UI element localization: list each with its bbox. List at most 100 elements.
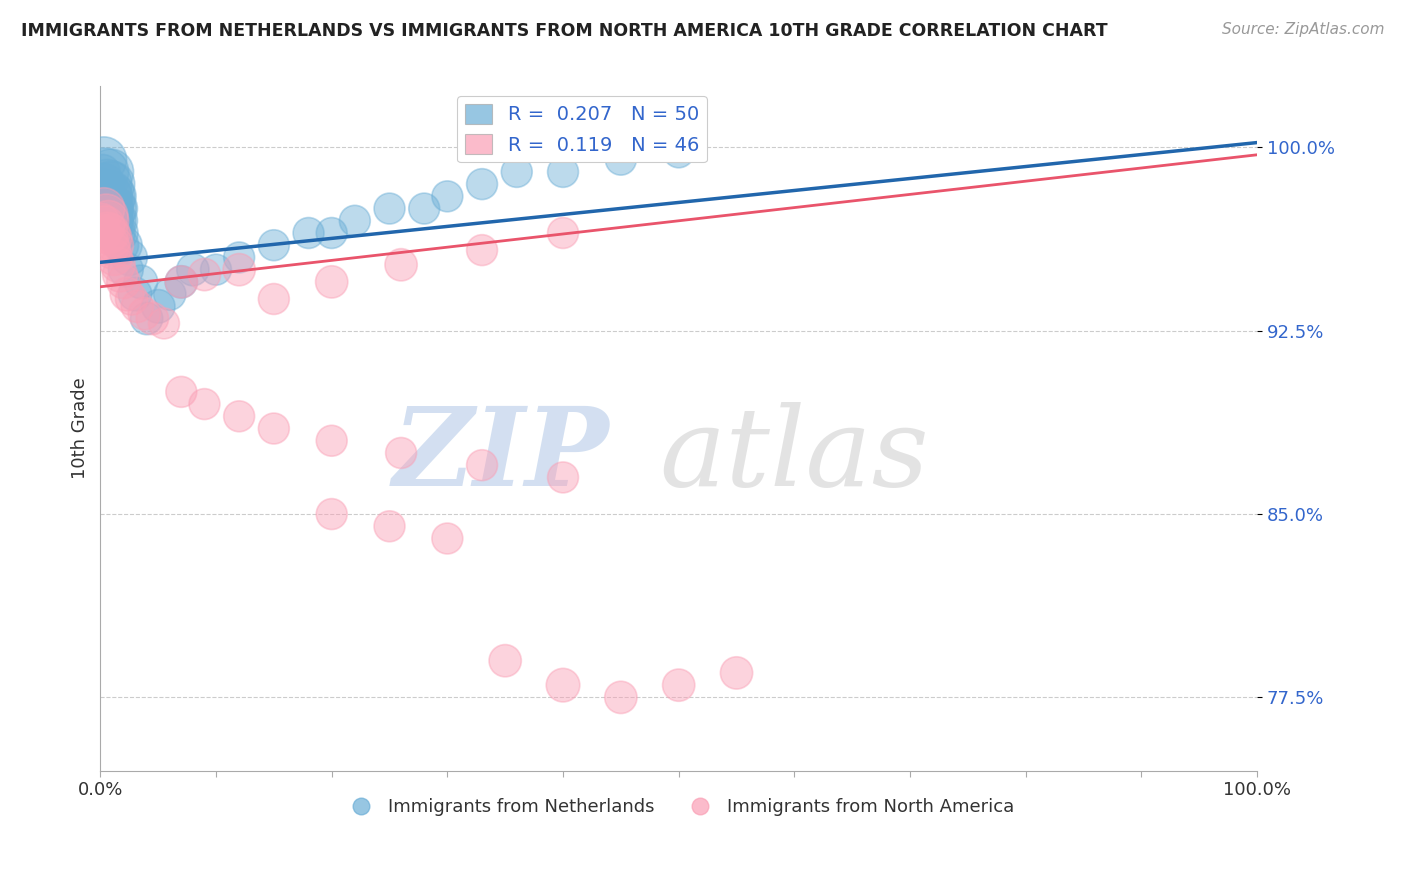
Point (124, 287, 146, 301)
Point (97, 189, 120, 203)
Point (108, 268, 131, 282)
Text: ZIP: ZIP (392, 402, 609, 509)
Point (108, 226, 131, 240)
Point (91, 165, 114, 179)
Point (103, 251, 125, 265)
Point (101, 231, 124, 245)
Point (93, 202, 115, 216)
Point (104, 238, 127, 252)
Point (321, 507, 343, 521)
Point (170, 275, 193, 289)
Point (135, 311, 157, 326)
Legend: Immigrants from Netherlands, Immigrants from North America: Immigrants from Netherlands, Immigrants … (336, 791, 1022, 823)
Point (193, 268, 215, 282)
Point (134, 307, 156, 321)
Point (228, 262, 250, 277)
Point (389, 258, 412, 272)
Point (228, 251, 250, 265)
Point (205, 262, 228, 277)
Point (107, 202, 129, 216)
Point (321, 434, 343, 448)
Point (127, 299, 149, 313)
Point (471, 177, 494, 191)
Point (506, 165, 529, 179)
Point (100, 165, 122, 179)
Point (551, 678, 574, 692)
Point (153, 317, 176, 331)
Point (104, 226, 127, 240)
Point (97, 214, 120, 228)
Point (343, 214, 366, 228)
Point (228, 409, 250, 424)
Point (101, 214, 124, 228)
Point (94, 202, 117, 216)
Text: atlas: atlas (659, 402, 929, 509)
Point (94, 189, 117, 203)
Point (94, 209, 117, 223)
Point (114, 262, 136, 277)
Point (94, 214, 117, 228)
Point (551, 165, 574, 179)
Point (108, 214, 131, 228)
Point (668, 145, 690, 160)
Point (104, 202, 127, 216)
Point (321, 226, 343, 240)
Point (413, 202, 436, 216)
Y-axis label: 10th Grade: 10th Grade (72, 377, 89, 479)
Point (610, 690, 633, 705)
Point (96, 202, 118, 216)
Point (551, 470, 574, 484)
Point (107, 258, 129, 272)
Point (100, 189, 122, 203)
Point (112, 275, 135, 289)
Point (96, 177, 118, 191)
Point (93, 153, 115, 167)
Point (263, 238, 285, 252)
Point (471, 458, 494, 473)
Point (436, 189, 458, 203)
Point (105, 214, 128, 228)
Point (94, 165, 117, 179)
Point (148, 299, 170, 313)
Point (378, 202, 401, 216)
Point (471, 243, 494, 257)
Point (141, 311, 163, 326)
Point (159, 287, 181, 301)
Point (97, 214, 120, 228)
Point (668, 678, 690, 692)
Point (725, 665, 748, 680)
Point (129, 275, 152, 289)
Point (90, 214, 112, 228)
Text: IMMIGRANTS FROM NETHERLANDS VS IMMIGRANTS FROM NORTH AMERICA 10TH GRADE CORRELAT: IMMIGRANTS FROM NETHERLANDS VS IMMIGRANT… (21, 22, 1108, 40)
Point (551, 226, 574, 240)
Point (118, 251, 141, 265)
Point (297, 226, 319, 240)
Point (90, 177, 112, 191)
Point (115, 287, 138, 301)
Point (98, 238, 121, 252)
Point (170, 275, 193, 289)
Point (98, 202, 121, 216)
Point (610, 153, 633, 167)
Point (389, 446, 412, 460)
Point (91, 226, 114, 240)
Point (181, 262, 204, 277)
Point (263, 292, 285, 306)
Point (96, 226, 118, 240)
Point (94, 219, 117, 233)
Point (378, 519, 401, 533)
Point (494, 654, 516, 668)
Point (110, 238, 132, 252)
Point (101, 243, 124, 257)
Point (101, 177, 124, 191)
Point (170, 384, 193, 399)
Point (193, 397, 215, 411)
Point (321, 275, 343, 289)
Point (100, 226, 122, 240)
Point (93, 177, 115, 191)
Point (101, 202, 124, 216)
Point (121, 292, 143, 306)
Text: Source: ZipAtlas.com: Source: ZipAtlas.com (1222, 22, 1385, 37)
Point (263, 421, 285, 435)
Point (436, 532, 458, 546)
